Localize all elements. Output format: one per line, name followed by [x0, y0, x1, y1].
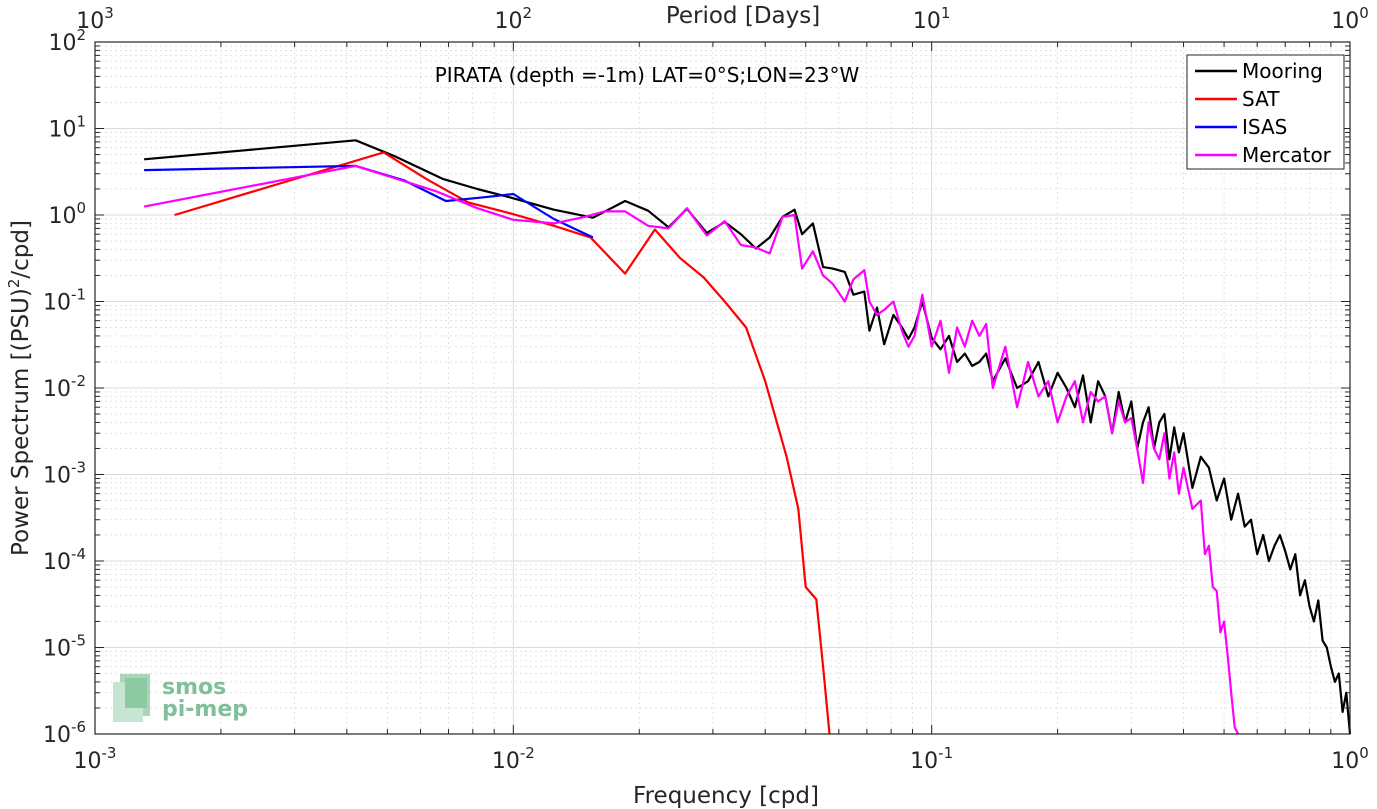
- y-axis-label: Power Spectrum [(PSU)2/cpd]: [5, 220, 34, 556]
- y-tick-label: 10-2: [43, 372, 86, 402]
- y-tick-labels: 10-6 10-5 10-4 10-3 10-2 10-1 100 101 102: [43, 26, 86, 748]
- legend-label-mooring: Mooring: [1242, 59, 1323, 83]
- logo-text-line1: smos: [162, 675, 226, 700]
- top-tick-labels: 103 102 101 100: [76, 4, 1369, 34]
- top-tick-label: 103: [76, 4, 114, 34]
- top-tick-label: 100: [1331, 4, 1369, 34]
- top-axis-label: Period [Days]: [666, 3, 820, 29]
- y-tick-label: 10-6: [43, 718, 86, 748]
- x-tick-labels: 10-3 10-2 10-1 100: [74, 744, 1369, 774]
- y-tick-label: 10-4: [43, 545, 86, 575]
- x-tick-label: 10-3: [74, 744, 117, 774]
- series-line-sat: [174, 151, 831, 735]
- legend-label-isas: ISAS: [1242, 115, 1287, 139]
- top-tick-label: 102: [495, 4, 533, 34]
- x-tick-label: 10-1: [910, 744, 953, 774]
- legend: Mooring SAT ISAS Mercator: [1186, 54, 1345, 170]
- y-tick-label: 10-5: [43, 632, 86, 662]
- smos-pi-mep-logo: smos pi-mep: [113, 674, 248, 722]
- y-tick-label: 10-1: [43, 286, 86, 316]
- x-tick-label: 100: [1331, 744, 1369, 774]
- legend-label-mercator: Mercator: [1242, 143, 1332, 167]
- chart-title: PIRATA (depth =-1m) LAT=0°S;LON=23°W: [435, 63, 860, 87]
- y-tick-label: 100: [48, 199, 86, 229]
- y-tick-label: 10-3: [43, 459, 86, 489]
- series-line-mercator: [143, 164, 1240, 735]
- x-axis-label: Frequency [cpd]: [633, 783, 819, 809]
- series-layer: [143, 139, 1352, 735]
- top-tick-label: 101: [913, 4, 951, 34]
- series-line-mooring: [144, 139, 1352, 735]
- legend-label-sat: SAT: [1242, 87, 1280, 111]
- y-tick-label: 101: [48, 113, 86, 143]
- tick-marks: [94, 41, 1351, 735]
- logo-text-line2: pi-mep: [162, 697, 248, 722]
- y-tick-label: 102: [48, 26, 86, 56]
- x-tick-label: 10-2: [492, 744, 535, 774]
